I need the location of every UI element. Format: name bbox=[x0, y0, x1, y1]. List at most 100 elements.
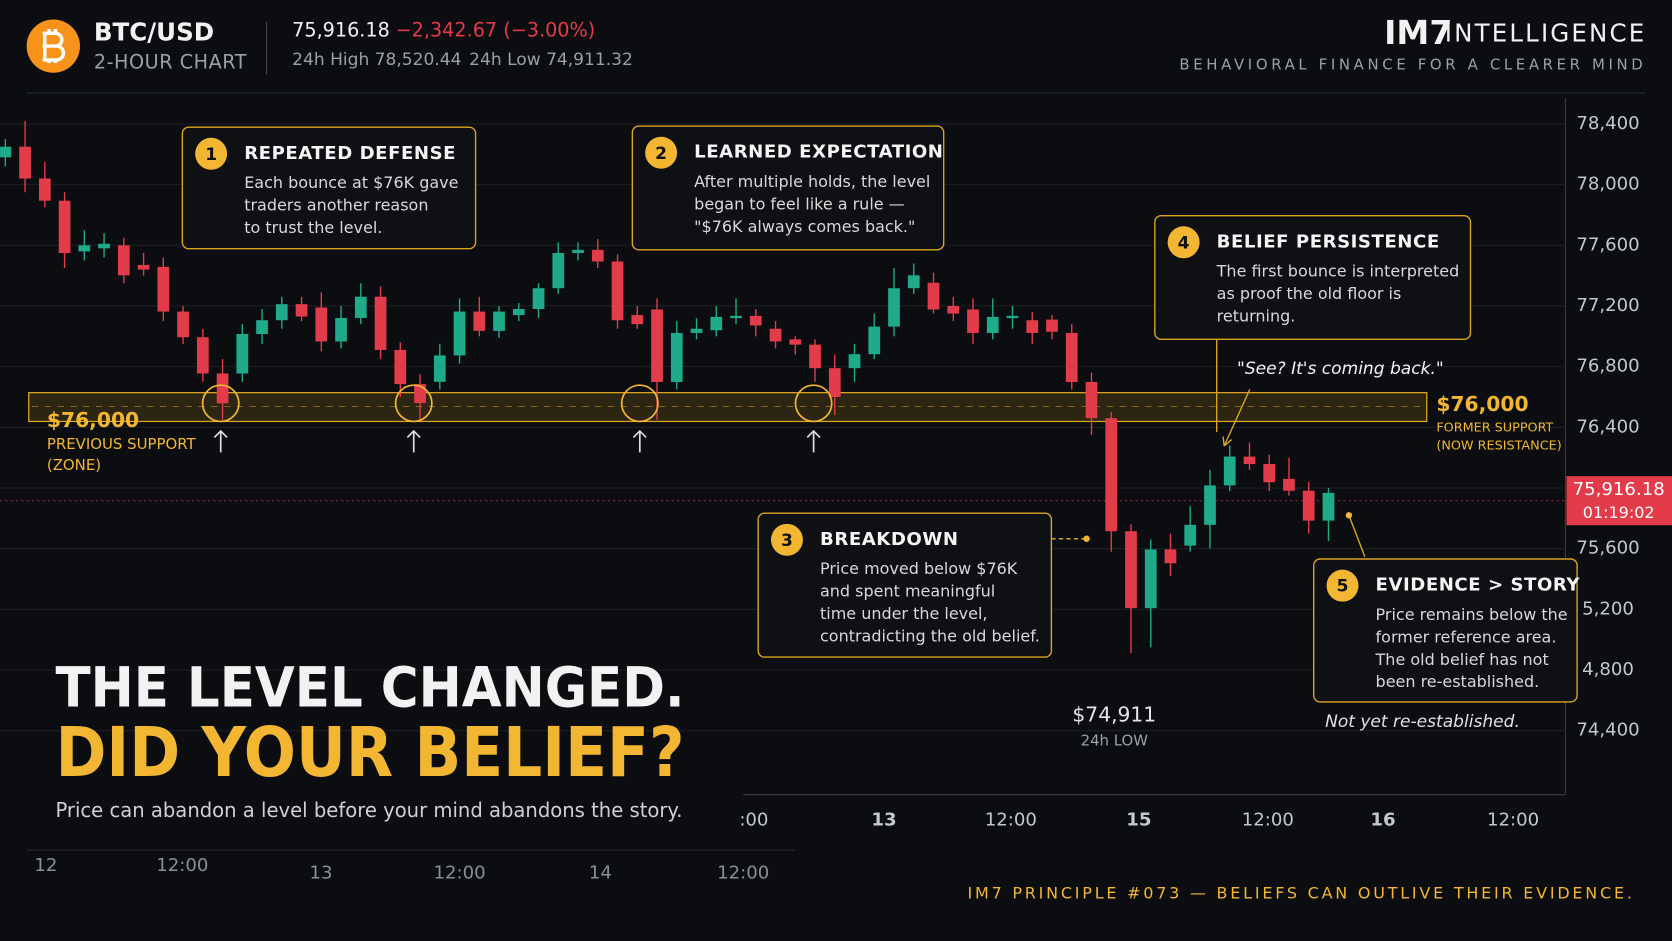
candle-body bbox=[1085, 381, 1098, 419]
annotation-title: BELIEF PERSISTENCE bbox=[1217, 231, 1440, 252]
header-price: 75,916.18 bbox=[292, 19, 390, 42]
x-tick-label: 13 bbox=[871, 809, 896, 830]
annotation-box bbox=[1154, 214, 1472, 341]
candle-body bbox=[690, 328, 703, 333]
footer: IM7 PRINCIPLE #073 — BELIEFS CAN OUTLIVE… bbox=[968, 883, 1635, 902]
candle-body bbox=[157, 266, 170, 312]
candle-body bbox=[1065, 332, 1078, 382]
candle-body bbox=[1026, 320, 1039, 333]
candle-body bbox=[295, 304, 308, 317]
annotation-box bbox=[631, 125, 945, 251]
bounce-quote: "See? It's coming back." bbox=[1237, 359, 1444, 379]
zone-right-label: (NOW RESISTANCE) bbox=[1436, 438, 1561, 453]
x-tick-label: 14 bbox=[589, 863, 612, 884]
candle-body bbox=[394, 349, 407, 385]
y-tick-label: 74,400 bbox=[1576, 720, 1639, 741]
connector bbox=[1222, 389, 1251, 447]
not-yet-note: Not yet re-established. bbox=[1325, 712, 1520, 732]
y-tick-label: 77,200 bbox=[1576, 295, 1639, 316]
candle-body bbox=[947, 305, 960, 314]
bounce-markers bbox=[201, 384, 833, 423]
candle-body bbox=[907, 275, 920, 289]
brand: IM7 bbox=[1384, 13, 1452, 52]
zone-left-label: PREVIOUS SUPPORT bbox=[47, 435, 197, 453]
candles bbox=[0, 120, 1335, 654]
candle-body bbox=[1125, 531, 1137, 609]
candle-body bbox=[1164, 549, 1177, 564]
y-tick-label: 75,600 bbox=[1576, 538, 1639, 559]
arrow bbox=[806, 429, 821, 453]
x-tick-label: 13 bbox=[309, 863, 332, 884]
candle-body bbox=[967, 309, 979, 333]
candle-body bbox=[453, 311, 466, 356]
y-tick-label: 76,800 bbox=[1576, 356, 1639, 377]
candle-body bbox=[730, 315, 742, 319]
candle-body bbox=[591, 249, 604, 262]
candle-body bbox=[58, 200, 71, 254]
annotation-badge bbox=[1326, 569, 1359, 602]
x-tick-label: 12:00 bbox=[156, 855, 208, 876]
candle-body bbox=[256, 320, 268, 335]
candle-body bbox=[216, 373, 229, 404]
candle-body bbox=[1243, 456, 1256, 465]
candle-body bbox=[809, 344, 821, 369]
candle-body bbox=[631, 315, 644, 325]
candle-body bbox=[1223, 456, 1236, 486]
x-tick-label: 12:00 bbox=[1242, 809, 1294, 830]
high-24h: 24h High 78,520.44 bbox=[292, 50, 461, 70]
annotation-badge bbox=[1167, 226, 1200, 259]
low-label: 24h LOW bbox=[1081, 731, 1149, 749]
annotation-line: as proof the old floor is bbox=[1217, 284, 1402, 303]
candle-body bbox=[710, 316, 723, 331]
annotation-title: REPEATED DEFENSE bbox=[244, 143, 456, 164]
annotation-line: time under the level, bbox=[820, 604, 988, 623]
candle-body bbox=[1105, 418, 1118, 532]
zone-right-label: FORMER SUPPORT bbox=[1436, 420, 1553, 435]
low-24h: 24h Low 74,911.32 bbox=[469, 50, 633, 70]
annotations: 1 REPEATED DEFENSE Each bounce at $76K gav… bbox=[181, 125, 1580, 703]
candle-body bbox=[1006, 315, 1019, 319]
x-tick-label: 12:00 bbox=[1487, 809, 1539, 830]
candle-body bbox=[98, 243, 110, 249]
candle-body bbox=[848, 354, 861, 369]
arrow bbox=[406, 429, 421, 453]
annotation-number: 4 bbox=[1178, 233, 1190, 253]
annotation-line: "$76K always comes back." bbox=[694, 217, 915, 236]
candle-body bbox=[78, 245, 91, 252]
headline-line-2: DID YOUR BELIEF? bbox=[55, 714, 684, 793]
zone-left-price: $76,000 bbox=[47, 408, 139, 432]
annotation-line: Each bounce at $76K gave bbox=[244, 173, 458, 192]
arrow bbox=[213, 429, 228, 453]
price-change: −2,342.67 (−3.00%) bbox=[396, 19, 596, 42]
x-tick-label: 16 bbox=[1370, 809, 1395, 830]
x-tick-label: 12:00 bbox=[433, 863, 485, 884]
candle-body bbox=[117, 245, 130, 276]
candle-body bbox=[315, 307, 328, 342]
price-tag bbox=[1566, 476, 1672, 526]
annotation-title: LEARNED EXPECTATION bbox=[694, 142, 943, 163]
annotation-line: Price remains below the bbox=[1376, 605, 1568, 624]
annotation-badge bbox=[770, 523, 803, 556]
candle-body bbox=[986, 316, 999, 333]
x-tick-label: 15 bbox=[1126, 809, 1151, 830]
candle-body bbox=[769, 328, 782, 342]
candle-body bbox=[1204, 485, 1216, 525]
annotation-line: The old belief has not bbox=[1375, 650, 1549, 669]
annotation-line: traders another reason bbox=[244, 196, 428, 215]
bounce-circle bbox=[394, 384, 433, 423]
annotation-box bbox=[181, 126, 477, 250]
timeframe: 2-HOUR CHART bbox=[94, 51, 247, 74]
annotation-number: 2 bbox=[655, 144, 667, 164]
headline-subtitle: Price can abandon a level before your mi… bbox=[55, 798, 682, 822]
candle-body bbox=[1046, 319, 1058, 332]
y-tick-label: 78,000 bbox=[1576, 174, 1639, 195]
candle-body bbox=[927, 282, 940, 310]
candle-body bbox=[828, 368, 841, 397]
candle-body bbox=[611, 261, 624, 321]
bounce-arrows bbox=[213, 429, 821, 453]
annotation-line: began to feel like a rule — bbox=[694, 194, 904, 213]
x-tick-label: 12 bbox=[34, 855, 57, 876]
annotation-badge bbox=[645, 136, 678, 169]
annotation-badge bbox=[195, 137, 228, 170]
annotation-line: to trust the level. bbox=[244, 218, 382, 237]
